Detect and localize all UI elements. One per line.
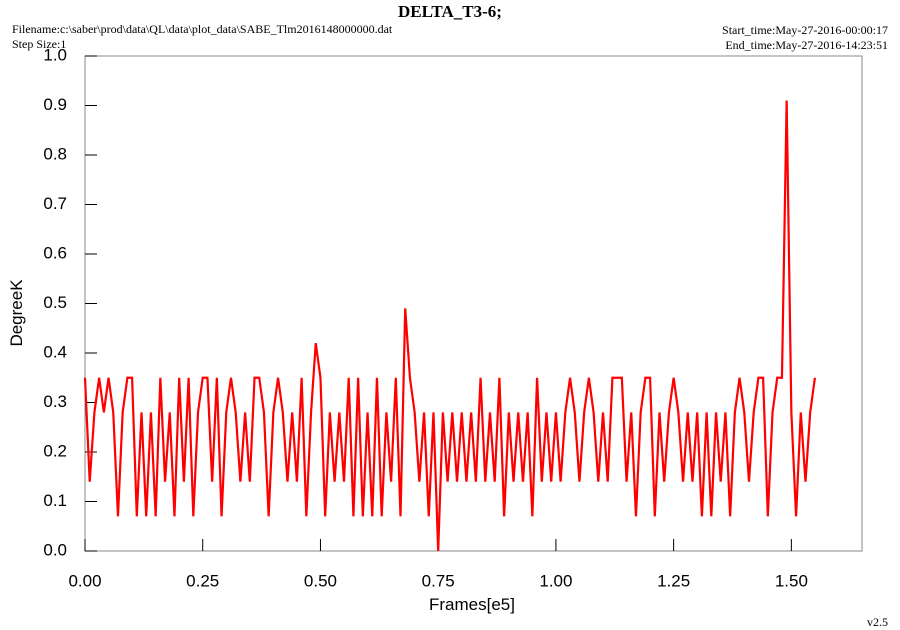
x-tick-label: 0.75 [422, 571, 455, 590]
y-tick-label: 0.2 [43, 441, 67, 460]
x-tick-label: 0.00 [68, 571, 101, 590]
x-axis-label: Frames[e5] [429, 595, 515, 614]
end-time: End_time:May-27-2016-14:23:51 [725, 38, 888, 52]
chart-title: DELTA_T3-6; [398, 2, 502, 21]
filename: Filename:c:\saber\prod\data\QL\data\plot… [12, 22, 393, 36]
y-tick-label: 0.4 [43, 342, 67, 361]
y-tick-label: 0.1 [43, 491, 67, 510]
x-tick-label: 1.00 [539, 571, 572, 590]
y-tick-label: 0.8 [43, 144, 67, 163]
y-axis-label: DegreeK [7, 279, 26, 347]
data-line [83, 100, 816, 552]
x-tick-label: 0.25 [186, 571, 219, 590]
step-size: Step Size:1 [12, 37, 66, 51]
y-tick-label: 0.5 [43, 293, 67, 312]
y-tick-label: 1.0 [43, 45, 67, 64]
x-tick-label: 1.50 [775, 571, 808, 590]
x-tick-label: 0.50 [304, 571, 337, 590]
y-tick-label: 0.9 [43, 95, 67, 114]
y-tick-label: 0.0 [43, 540, 67, 559]
start-time: Start_time:May-27-2016-00:00:17 [722, 23, 888, 37]
y-tick-label: 0.3 [43, 392, 67, 411]
y-tick-label: 0.7 [43, 194, 67, 213]
version: v2.5 [867, 615, 888, 629]
y-tick-label: 0.6 [43, 243, 67, 262]
x-tick-label: 1.25 [657, 571, 690, 590]
